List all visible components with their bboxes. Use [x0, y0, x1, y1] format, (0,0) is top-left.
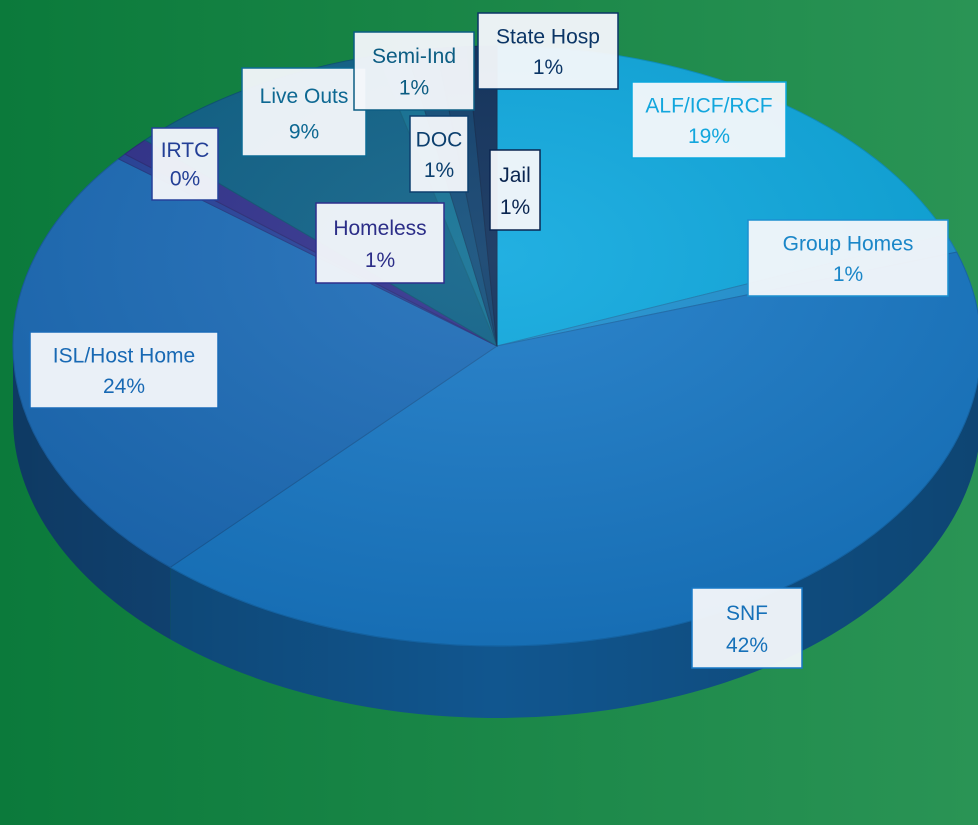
- pie-label-value: 1%: [365, 249, 395, 272]
- pie-label-box: [29, 331, 219, 409]
- pie-label-name: SNF: [726, 602, 768, 625]
- pie-label-name: Semi-Ind: [372, 45, 456, 68]
- pie-label-value: 1%: [500, 196, 530, 219]
- pie-label-box: [489, 149, 541, 231]
- pie-label-homeless: Homeless 1%: [315, 202, 445, 284]
- pie-label-value: 42%: [726, 634, 768, 657]
- pie-label-name: DOC: [416, 128, 463, 151]
- pie-label-irtc: IRTC 0%: [151, 127, 219, 201]
- pie-label-box: [691, 587, 803, 669]
- pie-label-value: 24%: [103, 375, 145, 398]
- pie-label-value: 1%: [533, 56, 563, 79]
- pie-label-name: Group Homes: [783, 232, 914, 255]
- pie-label-snf: SNF 42%: [691, 587, 803, 669]
- pie-label-value: 1%: [424, 159, 454, 182]
- pie-label-live-outs: Live Outs 9%: [241, 67, 367, 157]
- pie-label-name: Jail: [499, 164, 531, 187]
- pie-label-box: [477, 12, 619, 90]
- pie-label-value: 1%: [833, 263, 863, 286]
- pie-label-box: [241, 67, 367, 157]
- pie-label-group-homes: Group Homes 1%: [747, 219, 949, 297]
- pie-label-box: [315, 202, 445, 284]
- pie-label-value: 0%: [170, 168, 200, 191]
- pie-label-name: ISL/Host Home: [53, 344, 195, 367]
- pie-label-name: IRTC: [161, 139, 210, 162]
- pie-labels: ALF/ICF/RCF 19% Group Homes 1% SNF 42% ISL/Hos…: [29, 12, 949, 669]
- pie-label-doc: DOC 1%: [409, 115, 469, 193]
- pie-label-value: 19%: [688, 125, 730, 148]
- pie-label-value: 9%: [289, 120, 319, 143]
- pie-label-box: [151, 127, 219, 201]
- pie-label-name: ALF/ICF/RCF: [645, 94, 772, 117]
- pie-label-jail: Jail 1%: [489, 149, 541, 231]
- pie-label-state-hosp: State Hosp 1%: [477, 12, 619, 90]
- pie-label-name: State Hosp: [496, 25, 600, 48]
- pie-label-box: [353, 31, 475, 111]
- pie-label-alf-icf-rcf: ALF/ICF/RCF 19%: [631, 81, 787, 159]
- pie-label-name: Live Outs: [260, 85, 349, 108]
- pie-label-isl-host-home: ISL/Host Home 24%: [29, 331, 219, 409]
- pie-label-name: Homeless: [333, 217, 426, 240]
- pie-label-value: 1%: [399, 76, 429, 99]
- pie-label-semi-ind: Semi-Ind 1%: [353, 31, 475, 111]
- pie-label-box: [747, 219, 949, 297]
- pie-label-box: [409, 115, 469, 193]
- pie-label-box: [631, 81, 787, 159]
